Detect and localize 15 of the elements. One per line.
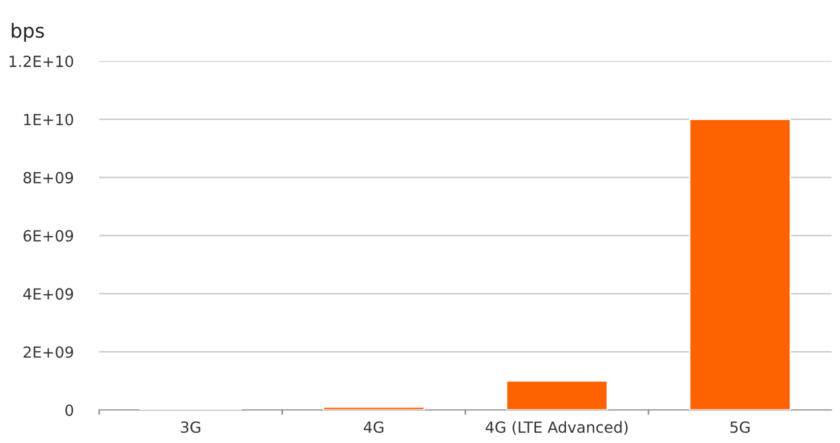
y-tick-label: 1E+10 [24,114,74,126]
x-tick-label: 4G [364,421,384,433]
bar [506,380,608,410]
y-tick-label: 1.2E+10 [10,56,74,68]
bar [688,118,792,410]
x-tick-label: 4G (LTE Advanced) [486,421,628,435]
y-tick-label: 4E+09 [23,288,74,300]
x-tick-label: 5G [730,421,750,433]
x-tick-label: 3G [181,421,200,433]
y-tick-label: 8E+09 [24,172,74,184]
y-tick-label: 6E+09 [24,230,74,242]
y-axis-title: bps [12,22,44,42]
y-tick-label: 2E+09 [24,346,74,358]
bar [322,406,425,410]
y-tick-label: 0 [65,404,74,416]
